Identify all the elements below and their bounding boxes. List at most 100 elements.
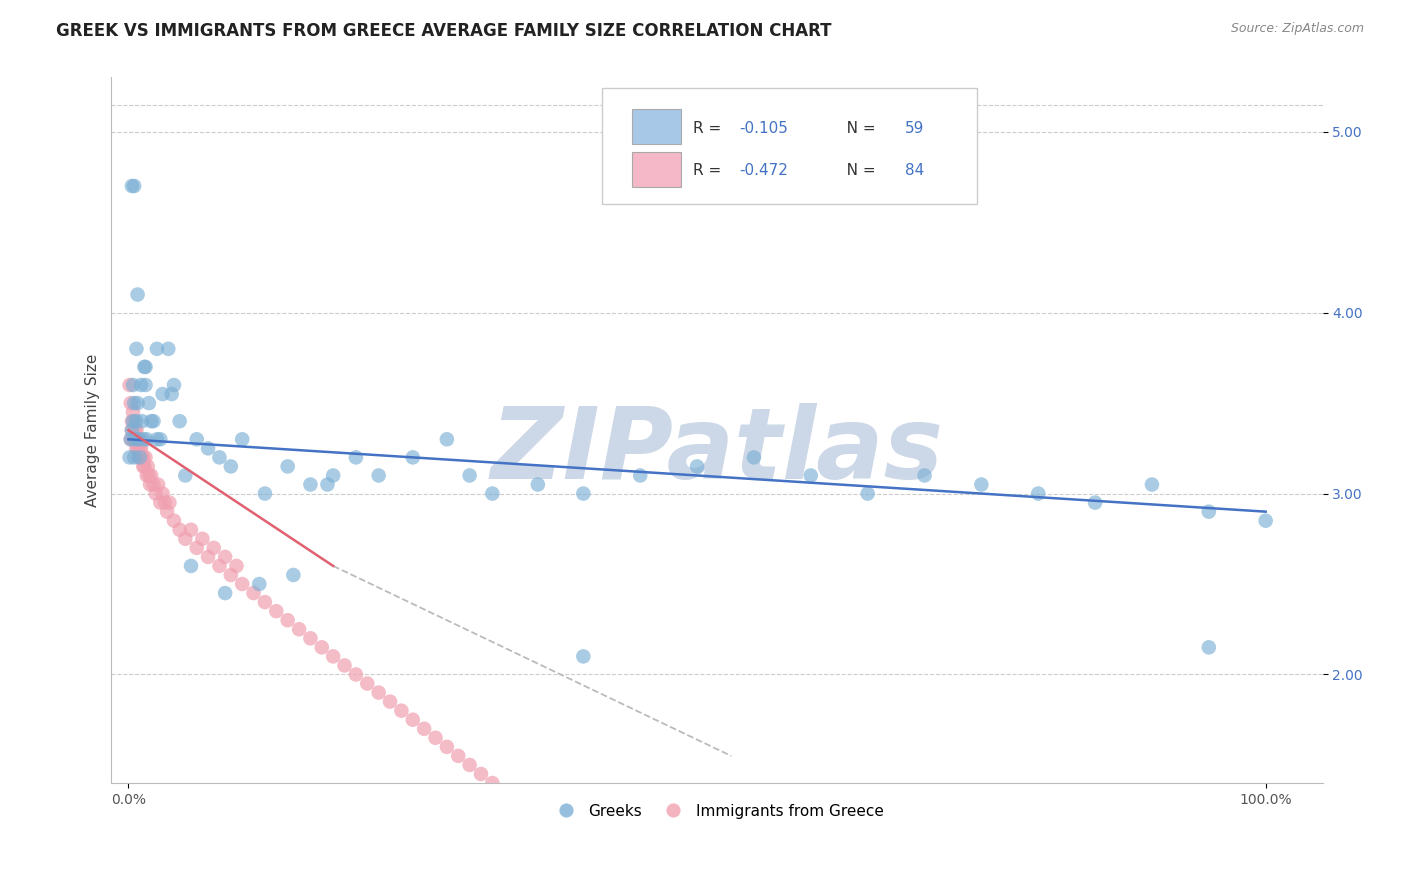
Point xyxy=(231,577,253,591)
Point xyxy=(121,423,143,437)
Text: N =: N = xyxy=(832,163,880,178)
Point xyxy=(122,414,145,428)
Point xyxy=(174,532,197,546)
Point xyxy=(127,396,149,410)
Point xyxy=(122,450,145,465)
Point xyxy=(134,359,156,374)
Text: -0.472: -0.472 xyxy=(738,163,787,178)
FancyBboxPatch shape xyxy=(633,109,681,145)
Point xyxy=(152,387,174,401)
Point xyxy=(515,803,537,817)
Point xyxy=(120,432,142,446)
Text: -0.105: -0.105 xyxy=(738,120,787,136)
Point xyxy=(121,179,143,194)
Point xyxy=(1198,640,1220,655)
Point xyxy=(156,505,179,519)
Point xyxy=(413,722,436,736)
Point xyxy=(153,495,176,509)
Point xyxy=(527,477,550,491)
Text: R =: R = xyxy=(693,120,725,136)
Point xyxy=(367,685,389,699)
Point xyxy=(425,731,447,745)
Text: GREEK VS IMMIGRANTS FROM GREECE AVERAGE FAMILY SIZE CORRELATION CHART: GREEK VS IMMIGRANTS FROM GREECE AVERAGE … xyxy=(56,22,832,40)
Point xyxy=(402,450,425,465)
Point xyxy=(970,477,993,491)
Point xyxy=(322,468,344,483)
Point xyxy=(149,432,172,446)
Point xyxy=(186,541,208,555)
Point xyxy=(914,468,936,483)
Point xyxy=(617,848,640,863)
Point xyxy=(142,414,165,428)
Point xyxy=(481,776,503,790)
Point xyxy=(129,442,152,456)
Point xyxy=(122,396,145,410)
Text: N =: N = xyxy=(832,120,880,136)
Point xyxy=(322,649,344,664)
Text: 84: 84 xyxy=(904,163,924,178)
Point xyxy=(122,378,145,392)
Point xyxy=(550,822,572,836)
Point xyxy=(128,432,150,446)
Point xyxy=(628,468,651,483)
Point xyxy=(208,450,231,465)
Point xyxy=(174,468,197,483)
Point xyxy=(219,459,242,474)
Point xyxy=(125,414,148,428)
Point xyxy=(125,423,148,437)
Point xyxy=(202,541,225,555)
Point xyxy=(378,695,401,709)
Point xyxy=(214,586,236,600)
Text: Source: ZipAtlas.com: Source: ZipAtlas.com xyxy=(1230,22,1364,36)
Point xyxy=(367,468,389,483)
Legend: Greeks, Immigrants from Greece: Greeks, Immigrants from Greece xyxy=(544,797,890,825)
Point xyxy=(141,414,163,428)
Point xyxy=(129,450,152,465)
Point xyxy=(180,558,202,573)
Point xyxy=(856,486,879,500)
Point xyxy=(266,604,288,618)
Point xyxy=(129,378,152,392)
Point xyxy=(1140,477,1163,491)
Point xyxy=(436,432,458,446)
Point xyxy=(1198,505,1220,519)
Point xyxy=(191,532,214,546)
Point xyxy=(470,767,492,781)
Point xyxy=(122,432,145,446)
Point xyxy=(157,342,180,356)
Point xyxy=(664,866,686,880)
Point xyxy=(127,442,149,456)
Point xyxy=(122,179,145,194)
Point xyxy=(197,549,219,564)
Point xyxy=(1254,514,1277,528)
Point xyxy=(121,423,143,437)
Point xyxy=(299,477,322,491)
Point xyxy=(1084,495,1107,509)
Text: 59: 59 xyxy=(904,120,924,136)
Text: R =: R = xyxy=(693,163,725,178)
Point xyxy=(122,405,145,419)
Point xyxy=(169,414,191,428)
Point xyxy=(131,450,153,465)
Point xyxy=(146,477,169,491)
Point xyxy=(149,495,172,509)
Point xyxy=(595,839,617,854)
Point xyxy=(163,378,186,392)
Point xyxy=(800,468,823,483)
Point xyxy=(127,432,149,446)
Point xyxy=(299,632,322,646)
Point xyxy=(138,396,160,410)
Point xyxy=(128,442,150,456)
Point xyxy=(139,477,162,491)
Point xyxy=(169,523,191,537)
Point xyxy=(124,432,146,446)
Point xyxy=(131,414,153,428)
Point xyxy=(333,658,356,673)
Point xyxy=(344,450,367,465)
Point xyxy=(1026,486,1049,500)
Point xyxy=(132,450,155,465)
Point xyxy=(458,468,481,483)
Point xyxy=(742,450,765,465)
Text: ZIPatlas: ZIPatlas xyxy=(491,403,943,500)
Point xyxy=(640,857,662,871)
